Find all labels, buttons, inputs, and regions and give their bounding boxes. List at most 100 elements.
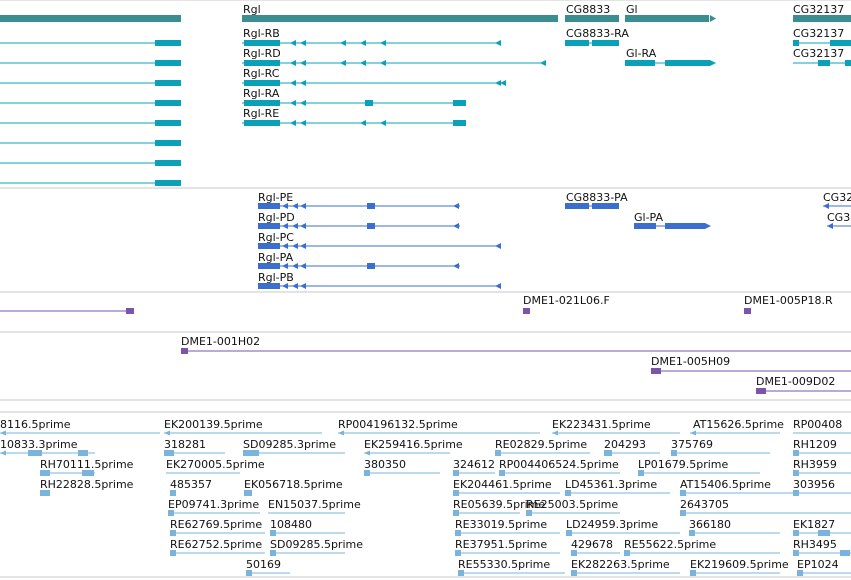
direction-arrow: [360, 40, 366, 46]
est-label: EK200139.5prime: [164, 418, 263, 431]
exon-block: [665, 223, 705, 229]
est-label: RE02829.5prime: [495, 438, 587, 451]
gene-bar: [625, 15, 709, 22]
est-block: [624, 550, 630, 556]
protein-label: CG3: [827, 211, 850, 224]
direction-arrow: [292, 243, 298, 249]
exon-block: [818, 60, 830, 66]
direction-arrow: [290, 80, 296, 86]
direction-arrow: [823, 203, 829, 209]
est-label: 318281: [164, 438, 206, 451]
est-block: [453, 470, 459, 476]
exon-block: [155, 40, 181, 46]
direction-arrow: [360, 60, 366, 66]
est-label: EK223431.5prime: [552, 418, 651, 431]
protein-label: Rgl-PD: [258, 211, 295, 224]
est-block: [164, 450, 174, 456]
est-label: RH3495: [793, 538, 837, 551]
est-label: AT15406.5prime: [680, 478, 771, 491]
exon-block: [244, 60, 280, 66]
est-label: RE05639.5prime: [453, 498, 545, 511]
est-label: 204293: [604, 438, 646, 451]
exon-block: [634, 223, 656, 229]
est-block: [793, 530, 799, 536]
est-label: 303956: [793, 478, 835, 491]
est-label: EK219609.5prime: [690, 558, 789, 571]
transcript-label: CG8833-RA: [566, 27, 629, 40]
est-block: [565, 490, 571, 496]
clone-label: DME1-009D02: [756, 375, 835, 388]
est-block: [638, 470, 644, 476]
protein-label: Gl-PA: [634, 211, 663, 224]
direction-arrow: [300, 100, 306, 106]
est-label: EK270005.5prime: [166, 458, 265, 471]
direction-arrow: [552, 430, 558, 436]
est-label: LD45361.3prime: [565, 478, 657, 491]
est-block: [571, 550, 577, 556]
direction-arrow: [164, 430, 170, 436]
clone-end: [523, 308, 530, 314]
est-block: [671, 450, 677, 456]
est-block: [168, 510, 174, 516]
est-label: EK282263.5prime: [571, 558, 670, 571]
est-block: [243, 450, 259, 456]
est-label: RE55622.5prime: [624, 538, 716, 551]
direction-arrow: [300, 80, 306, 86]
gene-label: CG32137: [793, 3, 844, 16]
est-block: [818, 530, 830, 536]
est-label: LD24959.3prime: [566, 518, 658, 531]
direction-arrow: [0, 430, 6, 436]
est-block: [566, 530, 572, 536]
exon-block: [258, 263, 280, 269]
est-block: [526, 510, 532, 516]
exon-block: [565, 40, 589, 46]
direction-arrow: [565, 40, 571, 46]
clone-label: DME1-001H02: [181, 335, 260, 348]
est-label: RE33019.5prime: [455, 518, 547, 531]
exon-block: [367, 223, 375, 229]
est-label: 324612: [453, 458, 495, 471]
est-label: RE55330.5prime: [458, 558, 550, 571]
est-label: EK259416.5prime: [364, 438, 463, 451]
clone-label: DME1-021L06.F: [523, 294, 610, 307]
clone-label: DME1-005P18.R: [744, 294, 833, 307]
est-block: [270, 550, 276, 556]
direction-arrow: [364, 450, 370, 456]
exon-block: [244, 100, 280, 106]
exon-block: [453, 100, 466, 106]
direction-arrow: [453, 263, 459, 269]
gene-bar: [0, 15, 181, 22]
direction-arrow: [340, 40, 346, 46]
est-block: [40, 470, 50, 476]
direction-arrow: [495, 40, 501, 46]
transcript-label: Rgl-RA: [243, 87, 280, 100]
direction-arrow: [495, 243, 501, 249]
est-label: RH1209: [793, 438, 837, 451]
transcript-label: CG32137: [793, 27, 844, 40]
direction-arrow: [453, 490, 459, 496]
est-block: [270, 530, 276, 536]
est-block: [793, 450, 799, 456]
direction-arrow: [300, 283, 306, 289]
exon-block: [453, 120, 466, 126]
exon-block: [830, 40, 851, 46]
exon-block: [155, 120, 181, 126]
gene-label: Gl: [626, 3, 638, 16]
est-block: [680, 510, 686, 516]
clone-end: [744, 308, 751, 314]
direction-arrow: [290, 40, 296, 46]
direction-arrow: [300, 60, 306, 66]
est-label: EN15037.5prime: [268, 498, 361, 511]
est-label: RE25003.5prime: [526, 498, 618, 511]
est-label: 485357: [170, 478, 212, 491]
direction-arrow: [300, 40, 306, 46]
est-block: [458, 570, 464, 576]
exon-block: [625, 60, 655, 66]
est-label: AT15626.5prime: [693, 418, 784, 431]
exon-block: [155, 100, 181, 106]
est-block: [793, 490, 799, 496]
est-block: [244, 490, 252, 496]
exon-block: [155, 60, 181, 66]
